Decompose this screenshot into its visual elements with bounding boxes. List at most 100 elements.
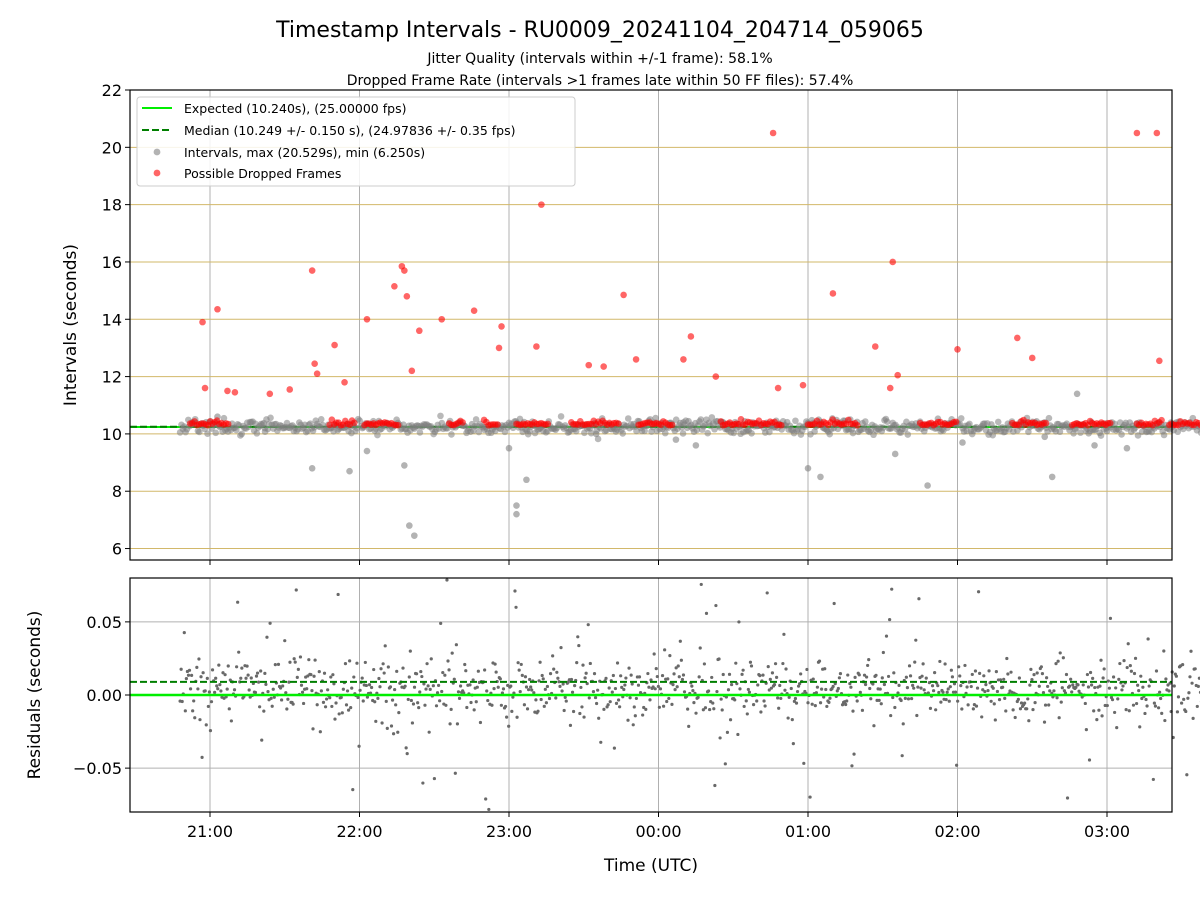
- residual-point: [1151, 777, 1155, 782]
- residual-point: [723, 762, 727, 766]
- residual-point: [1132, 671, 1137, 676]
- x-tick-label: 22:00: [336, 822, 382, 841]
- residual-point: [1143, 711, 1147, 716]
- residual-point: [802, 761, 806, 765]
- dropped-frame-point: [1156, 357, 1163, 365]
- residual-point: [240, 666, 244, 670]
- residual-point: [636, 683, 641, 687]
- interval-point: [1118, 431, 1125, 438]
- residual-point: [1099, 658, 1103, 662]
- interval-point: [879, 424, 887, 431]
- residual-point: [903, 696, 907, 700]
- interval-point: [587, 429, 595, 437]
- residual-point: [644, 707, 648, 711]
- interval-point: [238, 430, 246, 438]
- residual-point: [917, 597, 921, 601]
- residual-point: [1146, 637, 1150, 641]
- residual-point: [963, 663, 967, 668]
- residual-point: [1193, 667, 1197, 671]
- residual-point: [555, 670, 559, 674]
- residual-point: [860, 708, 865, 712]
- residual-point: [513, 589, 517, 593]
- interval-point: [513, 510, 520, 518]
- residual-point: [862, 673, 867, 677]
- residual-point: [380, 721, 384, 725]
- residual-point: [299, 683, 304, 687]
- residual-point: [330, 704, 334, 709]
- residual-point: [376, 696, 380, 700]
- residual-point: [1029, 667, 1033, 671]
- residual-point: [1185, 773, 1189, 777]
- residual-point: [1016, 697, 1020, 702]
- residual-point: [763, 704, 767, 708]
- residual-point: [993, 718, 997, 722]
- residual-point: [599, 740, 603, 744]
- chart-title: Timestamp Intervals - RU0009_20241104_20…: [275, 18, 924, 43]
- residual-point: [578, 711, 582, 716]
- residual-point: [573, 684, 577, 688]
- residual-point: [596, 688, 600, 692]
- residual-point: [438, 699, 442, 703]
- residual-point: [450, 651, 454, 655]
- residual-point: [381, 662, 385, 666]
- residual-point: [677, 675, 681, 679]
- dropped-frame-point: [201, 384, 209, 392]
- residual-point: [674, 666, 678, 670]
- residual-point: [1172, 684, 1176, 688]
- residual-point: [615, 661, 620, 665]
- residual-point: [352, 675, 356, 679]
- residual-point: [1076, 683, 1080, 687]
- residual-point: [1037, 684, 1041, 688]
- residual-point: [857, 673, 861, 677]
- residual-point: [484, 797, 488, 801]
- dropped-frame-point: [199, 318, 206, 326]
- residual-point: [270, 704, 274, 708]
- residual-point: [1191, 716, 1195, 720]
- interval-point: [652, 414, 659, 422]
- residual-point: [679, 658, 683, 662]
- residual-point: [518, 689, 522, 694]
- residual-point: [253, 690, 258, 695]
- residual-point: [715, 689, 719, 694]
- residual-point: [427, 730, 431, 734]
- residual-point: [708, 707, 712, 712]
- residual-point: [1023, 701, 1027, 705]
- residual-point: [765, 591, 769, 595]
- residual-point: [305, 687, 309, 691]
- residual-point: [1111, 675, 1116, 679]
- legend-dropped-marker: [153, 169, 161, 177]
- residual-point: [719, 697, 723, 701]
- residual-point: [897, 683, 901, 687]
- interval-point: [679, 430, 687, 437]
- residual-point: [634, 696, 638, 701]
- residual-point: [624, 676, 628, 680]
- dropped-frame-point: [391, 283, 398, 290]
- residual-point: [1043, 703, 1048, 707]
- residual-point: [633, 714, 637, 718]
- residual-point: [382, 671, 386, 675]
- residual-point: [310, 689, 314, 693]
- residual-point: [496, 685, 500, 689]
- residual-point: [209, 700, 214, 704]
- dropped-frame-point: [854, 421, 861, 429]
- residual-point: [620, 685, 624, 689]
- residual-point: [452, 677, 456, 681]
- residual-point: [1125, 665, 1129, 670]
- residual-point: [534, 698, 538, 702]
- residual-point: [197, 657, 201, 661]
- residual-point: [713, 783, 717, 788]
- interval-point: [641, 427, 648, 435]
- residual-point: [293, 660, 297, 664]
- interval-point: [411, 532, 418, 539]
- residual-point: [981, 688, 985, 692]
- residual-point: [1006, 672, 1010, 676]
- residual-point: [641, 713, 645, 717]
- residual-point: [919, 686, 923, 690]
- residual-point: [569, 677, 574, 682]
- residual-point: [1147, 684, 1151, 688]
- residual-point: [537, 679, 541, 683]
- interval-point: [680, 419, 687, 426]
- residual-point: [372, 667, 376, 672]
- residual-point: [629, 673, 633, 677]
- residual-point: [505, 715, 509, 719]
